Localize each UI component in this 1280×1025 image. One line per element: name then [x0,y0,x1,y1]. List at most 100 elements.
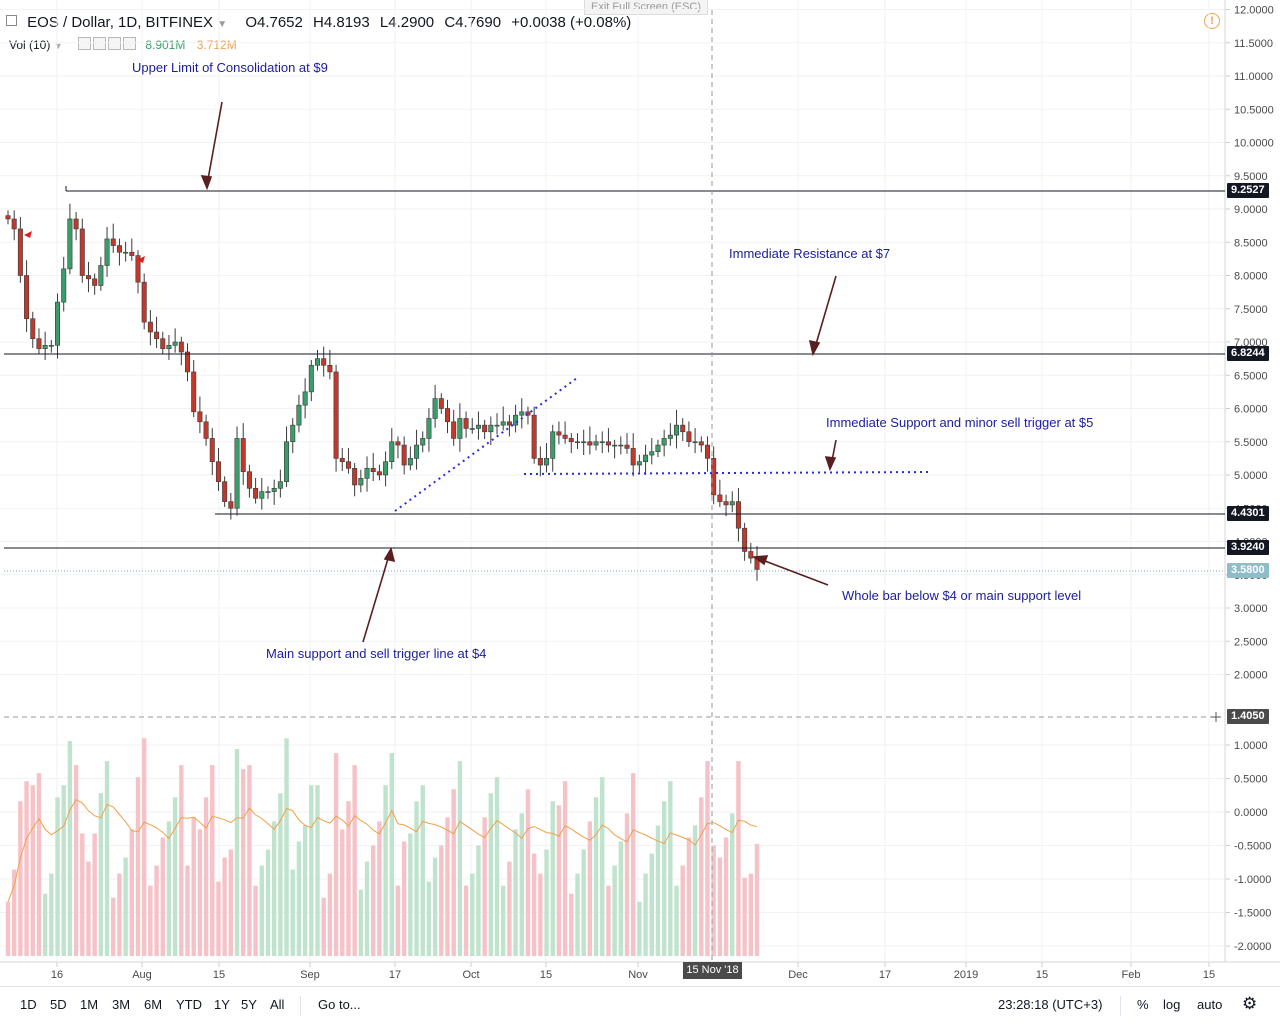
high-value: H4.8193 [313,14,370,31]
candle-body [339,458,345,462]
range-5y-button[interactable]: 5Y [241,997,257,1012]
volume-tick-label: -1.5000 [1234,908,1271,920]
range-1d-button[interactable]: 1D [20,997,37,1012]
chevron-down-icon[interactable]: ▼ [217,19,228,30]
eye-icon[interactable] [77,37,91,50]
candle-body [451,421,457,439]
candle-body [674,424,680,436]
volume-value-1: 8.901M [145,38,186,52]
candle-body [116,245,122,253]
time-tick-label: 17 [389,969,401,981]
candle-body [432,398,438,419]
arrow-resistance [813,275,837,352]
volume-bar [197,829,203,957]
volume-bar [395,885,401,957]
candle-body [358,478,364,486]
clock-timezone[interactable]: 23:28:18 (UTC+3) [998,997,1103,1012]
volume-bar [408,833,413,957]
gear-icon[interactable]: ⚙ [1242,994,1258,1013]
volume-bar [649,853,654,957]
volume-bar [11,869,17,957]
candle-body [92,278,98,286]
alert-icon[interactable]: ! [1204,13,1220,29]
volume-ma-line [7,799,758,902]
volume-bar [141,738,147,957]
volume-bars [5,738,760,957]
volume-bar [61,785,66,957]
candle-body [667,434,673,439]
volume-bar [711,845,716,957]
symbol-title[interactable]: EOS / Dollar, 1D, BITFINEX [27,14,214,31]
range-6m-button[interactable]: 6M [144,997,163,1012]
chevron-down-icon[interactable]: ▼ [53,41,63,51]
price-tick-label: 2.5000 [1234,636,1268,648]
volume-bar [525,789,531,957]
support-5-dotted-line[interactable] [523,471,931,475]
rising-trendline[interactable] [394,377,578,512]
candle-body [544,458,550,466]
annotation-resistance: Immediate Resistance at $7 [729,246,891,261]
candle-body [605,441,611,446]
volume-bar [692,825,698,957]
goto-button[interactable]: Go to... [318,997,361,1012]
volume-bar [148,885,153,957]
collapse-icon[interactable] [6,15,17,26]
candle-body [426,418,432,439]
volume-bar [86,861,91,957]
volume-bar [346,801,351,957]
volume-legend: Vol (10) ▼ 8.901M 3.712M [9,37,237,52]
candle-body [494,424,500,427]
time-tick-label: Oct [462,969,479,981]
volume-bar [98,793,104,957]
volume-bar [470,873,475,957]
candle-body [649,451,655,456]
time-tick-label: 15 [1036,969,1048,981]
volume-bar [129,829,135,957]
price-chart[interactable]: 12.0000 11.5000 11.0000 10.5000 10.0000 9.500… [0,0,1280,986]
arrow-whole-bar-head [751,555,769,566]
volume-bar [606,885,611,957]
candle-body [581,441,587,444]
arrow-support-minor-head [824,456,837,472]
volume-tick-label: -2.0000 [1234,941,1271,953]
candle-body [24,275,30,320]
range-5d-button[interactable]: 5D [50,997,67,1012]
volume-bar [271,821,277,957]
volume-label[interactable]: Vol (10) [9,38,51,52]
time-tick-label: Nov [628,969,648,981]
candle-body [531,414,537,459]
volume-bar [531,853,537,957]
volume-bar [754,843,760,957]
volume-bar [668,781,673,957]
range-all-button[interactable]: All [270,997,285,1012]
volume-bar [451,789,456,957]
remove-icon[interactable] [107,37,121,50]
candle-body [655,444,661,453]
log-toggle[interactable]: log [1163,997,1181,1012]
more-icon[interactable] [122,37,136,50]
marker-arrow-2 [137,256,145,263]
volume-bar [73,765,79,957]
volume-bar [748,873,754,957]
percent-toggle[interactable]: % [1137,997,1149,1012]
range-3m-button[interactable]: 3M [112,997,131,1012]
volume-bar [420,785,425,957]
volume-bar [247,765,252,957]
price-tick-label: 3.0000 [1234,603,1268,615]
time-tick-label: Feb [1122,969,1141,981]
candle-body [135,255,141,283]
auto-toggle[interactable]: auto [1197,997,1223,1012]
settings-icon[interactable] [92,37,106,50]
candle-body [717,494,723,502]
range-ytd-button[interactable]: YTD [176,997,202,1012]
range-1y-button[interactable]: 1Y [214,997,230,1012]
volume-bar [333,753,339,957]
volume-bar [686,837,692,957]
candle-body [110,238,116,246]
volume-bar [352,765,357,957]
candle-body [463,418,469,429]
volume-bar [655,825,661,957]
volume-bar [185,865,190,957]
range-1m-button[interactable]: 1M [80,997,99,1012]
candle-body [364,468,370,479]
